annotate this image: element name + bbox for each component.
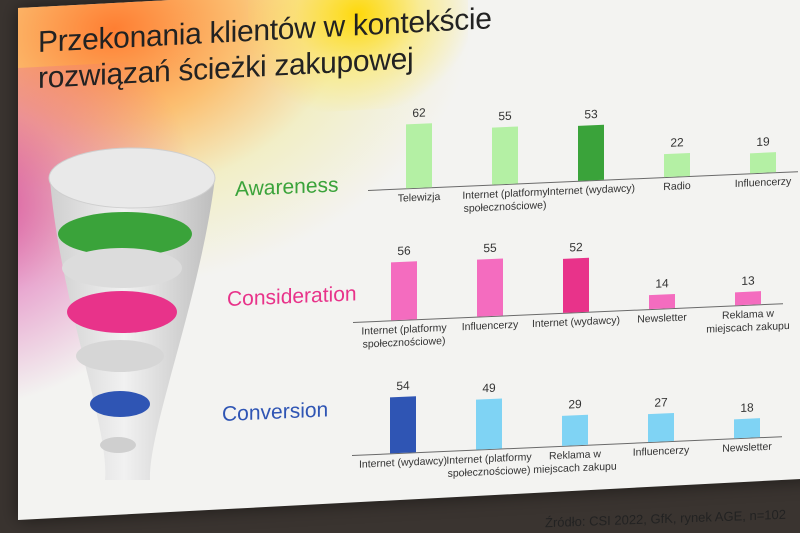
funnel-ring-conversion bbox=[90, 391, 150, 417]
category-label: Reklama w miejscach zakupu bbox=[706, 307, 790, 336]
bar-value-label: 53 bbox=[584, 107, 598, 122]
bar bbox=[492, 126, 518, 185]
bar-value-label: 19 bbox=[756, 134, 770, 150]
funnel-top-ring bbox=[48, 147, 216, 209]
bar bbox=[477, 258, 503, 317]
bar bbox=[563, 258, 589, 313]
bar-value-label: 55 bbox=[483, 241, 497, 256]
funnel-ring-grey-1 bbox=[62, 248, 182, 288]
bar bbox=[390, 396, 416, 454]
bar bbox=[391, 261, 417, 321]
bar-value-label: 13 bbox=[741, 273, 755, 288]
bar bbox=[648, 413, 674, 443]
bar bbox=[735, 290, 761, 306]
bar-value-label: 52 bbox=[569, 240, 583, 256]
category-label: Reklama w miejscach zakupu bbox=[533, 448, 617, 477]
funnel-ring-grey-2 bbox=[76, 340, 164, 372]
bar-value-label: 62 bbox=[412, 105, 426, 121]
bar bbox=[750, 152, 776, 174]
bar-value-label: 18 bbox=[740, 400, 754, 416]
bar bbox=[734, 418, 760, 439]
bar bbox=[406, 123, 432, 189]
bar-value-label: 49 bbox=[482, 380, 496, 395]
bar bbox=[664, 153, 690, 178]
bar-value-label: 54 bbox=[396, 378, 410, 394]
bar bbox=[649, 293, 675, 310]
funnel-ring-awareness bbox=[58, 212, 192, 256]
bar-value-label: 27 bbox=[654, 395, 668, 411]
bar-value-label: 22 bbox=[670, 135, 684, 151]
bar-value-label: 14 bbox=[655, 275, 669, 291]
category-label: Internet (platformy społecznościowe) bbox=[361, 321, 447, 351]
stage-label-awareness: Awareness bbox=[235, 173, 339, 201]
bar bbox=[562, 414, 588, 446]
bar-value-label: 55 bbox=[498, 109, 512, 124]
stage-label-conversion: Conversion bbox=[222, 398, 329, 426]
bar bbox=[578, 125, 604, 181]
bar-value-label: 29 bbox=[568, 397, 582, 412]
category-label: Internet (platformy społecznościowe) bbox=[462, 186, 548, 215]
category-label: Internet (platformy społecznościowe) bbox=[446, 451, 532, 480]
bar bbox=[476, 397, 502, 450]
bar-value-label: 56 bbox=[397, 243, 411, 259]
funnel-ring-grey-3 bbox=[100, 437, 136, 453]
funnel-ring-consideration bbox=[67, 291, 177, 333]
